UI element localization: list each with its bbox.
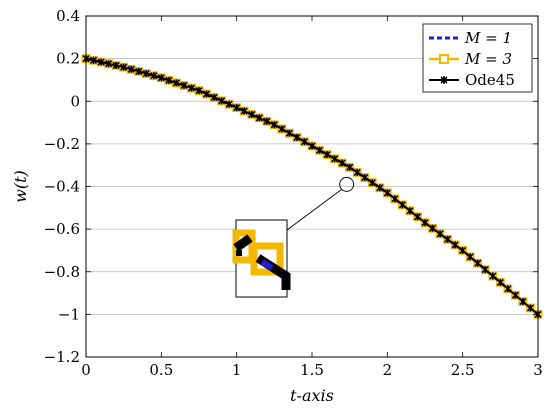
zoom-circle — [339, 176, 355, 192]
marker-ode45 — [451, 241, 459, 249]
marker-ode45 — [331, 155, 339, 163]
marker-ode45 — [165, 76, 173, 84]
series-layer — [81, 54, 543, 319]
marker-ode45 — [150, 72, 158, 80]
marker-ode45 — [112, 61, 120, 70]
marker-ode45 — [105, 60, 113, 68]
marker-ode45 — [270, 121, 278, 129]
axis-ticks: 0 0.5 1 1.5 2 2.5 3 0.4 0.2 0 −0.2 −0.4 −0.6 −0.8 −1 −1… — [44, 7, 543, 379]
marker-ode45 — [202, 90, 211, 98]
marker-ode45 — [308, 142, 316, 150]
x-tick-label: 0 — [81, 361, 91, 379]
marker-ode45 — [172, 79, 180, 87]
marker-ode45 — [466, 253, 474, 261]
marker-ode45 — [361, 173, 369, 182]
zoom-line-m1 — [260, 259, 274, 271]
y-tick-label: 0 — [70, 92, 80, 110]
marker-ode45 — [526, 304, 535, 312]
gridlines — [86, 58, 538, 315]
legend-label: Ode45 — [465, 71, 515, 89]
marker-ode45 — [89, 56, 98, 64]
marker-ode45 — [127, 65, 135, 73]
marker-ode45 — [511, 291, 519, 299]
marker-ode45 — [383, 189, 391, 197]
marker-ode45 — [300, 138, 309, 146]
legend-marker — [440, 76, 448, 84]
zoom-line-ode45 — [233, 234, 253, 252]
y-axis-label: w(t) — [11, 170, 30, 203]
x-axis-label: t-axis — [290, 386, 334, 405]
marker-ode45 — [120, 63, 128, 71]
x-tick-label: 1 — [232, 361, 242, 379]
marker-ode45 — [263, 117, 271, 125]
x-tick-label: 0.5 — [149, 361, 173, 379]
marker-ode45 — [142, 69, 150, 78]
marker-ode45 — [444, 235, 452, 243]
marker-ode45 — [474, 259, 482, 267]
marker-ode45 — [218, 97, 226, 105]
marker-ode45 — [97, 58, 105, 66]
marker-ode45 — [391, 195, 399, 203]
marker-ode45 — [376, 184, 384, 192]
marker-ode45 — [195, 87, 203, 95]
marker-ode45 — [255, 114, 263, 122]
marker-ode45 — [459, 246, 467, 255]
marker-ode45 — [398, 201, 406, 209]
marker-ode45 — [338, 159, 346, 167]
marker-ode45 — [413, 213, 422, 221]
marker-ode45 — [323, 150, 331, 159]
marker-ode45 — [428, 224, 437, 232]
marker-ode45 — [233, 104, 241, 112]
legend-label: M = 3 — [464, 50, 512, 68]
marker-ode45 — [278, 125, 286, 133]
marker-ode45 — [496, 278, 504, 286]
marker-ode45 — [157, 74, 165, 82]
y-tick-label: 0.4 — [56, 7, 80, 25]
marker-ode45 — [436, 230, 444, 238]
zoom-connector — [286, 189, 342, 231]
marker-ode45 — [293, 133, 301, 142]
zoom-marker-ode45 — [236, 250, 242, 256]
marker-ode45 — [353, 168, 361, 176]
zoom-marker-m3 — [250, 242, 284, 276]
marker-ode45 — [180, 81, 188, 90]
legend: M = 1 M = 3 Ode45 — [422, 23, 533, 93]
legend-marker — [439, 54, 449, 64]
marker-ode45 — [421, 219, 429, 227]
x-tick-label: 1.5 — [300, 361, 324, 379]
marker-ode45 — [504, 285, 512, 293]
y-tick-label: −1 — [58, 305, 80, 323]
marker-ode45 — [481, 266, 489, 274]
marker-ode45 — [368, 179, 376, 187]
marker-ode45 — [210, 93, 218, 101]
marker-ode45 — [248, 110, 256, 119]
marker-ode45 — [346, 163, 354, 171]
zoom-inset — [232, 176, 355, 298]
marker-ode45 — [135, 67, 143, 75]
y-tick-label: −0.2 — [44, 135, 80, 153]
y-tick-label: −1.2 — [44, 348, 80, 366]
x-tick-label: 2 — [383, 361, 393, 379]
marker-ode45 — [187, 84, 196, 92]
marker-ode45 — [519, 298, 527, 306]
y-tick-label: −0.6 — [44, 220, 80, 238]
y-tick-label: −0.8 — [44, 263, 80, 281]
marker-ode45 — [225, 100, 233, 108]
legend-label: M = 1 — [464, 29, 512, 47]
y-tick-label: 0.2 — [56, 50, 80, 68]
x-tick-label: 3 — [533, 361, 543, 379]
marker-ode45 — [489, 272, 497, 280]
marker-ode45 — [315, 146, 324, 154]
marker-ode45 — [285, 129, 293, 137]
y-tick-label: −0.4 — [44, 178, 80, 196]
marker-ode45 — [406, 207, 414, 215]
marker-ode45 — [240, 107, 248, 115]
x-tick-label: 2.5 — [451, 361, 475, 379]
